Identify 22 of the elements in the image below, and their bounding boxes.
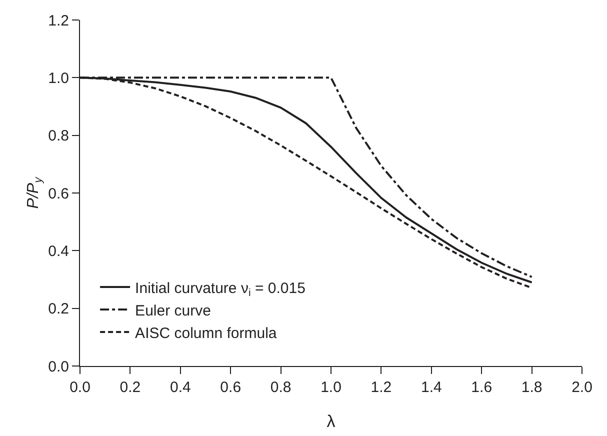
x-tick-label: 1.6 xyxy=(471,379,492,396)
y-tick-label: 0.2 xyxy=(48,300,69,318)
x-tick-label: 0.2 xyxy=(120,379,141,396)
y-tick-label: 0.8 xyxy=(48,128,69,145)
x-tick-label: 2.0 xyxy=(572,379,592,396)
legend-label: Initial curvature ν$_{i}$ = 0.015 xyxy=(135,280,306,299)
y-tick-label: 1.2 xyxy=(48,12,69,30)
x-tick-label: 0.8 xyxy=(270,379,292,396)
x-tick-label: 1.4 xyxy=(420,379,442,396)
y-tick-label: 1.0 xyxy=(48,70,69,87)
y-tick-label: 0.6 xyxy=(48,185,69,202)
x-tick-label: 1.8 xyxy=(521,379,542,396)
y-tick-label: 0.0 xyxy=(48,358,69,376)
x-tick-label: 1.0 xyxy=(320,379,342,396)
x-tick-label: 0.4 xyxy=(170,379,191,396)
x-tick-label: 1.2 xyxy=(370,379,392,396)
x-axis-title: λ xyxy=(326,412,336,431)
y-tick-label: 0.4 xyxy=(48,242,69,260)
legend-label: AISC column formula xyxy=(135,324,278,342)
legend-label: Euler curve xyxy=(135,302,211,320)
x-tick-label: 0.6 xyxy=(220,379,242,396)
x-tick-label: 0.0 xyxy=(70,379,90,396)
